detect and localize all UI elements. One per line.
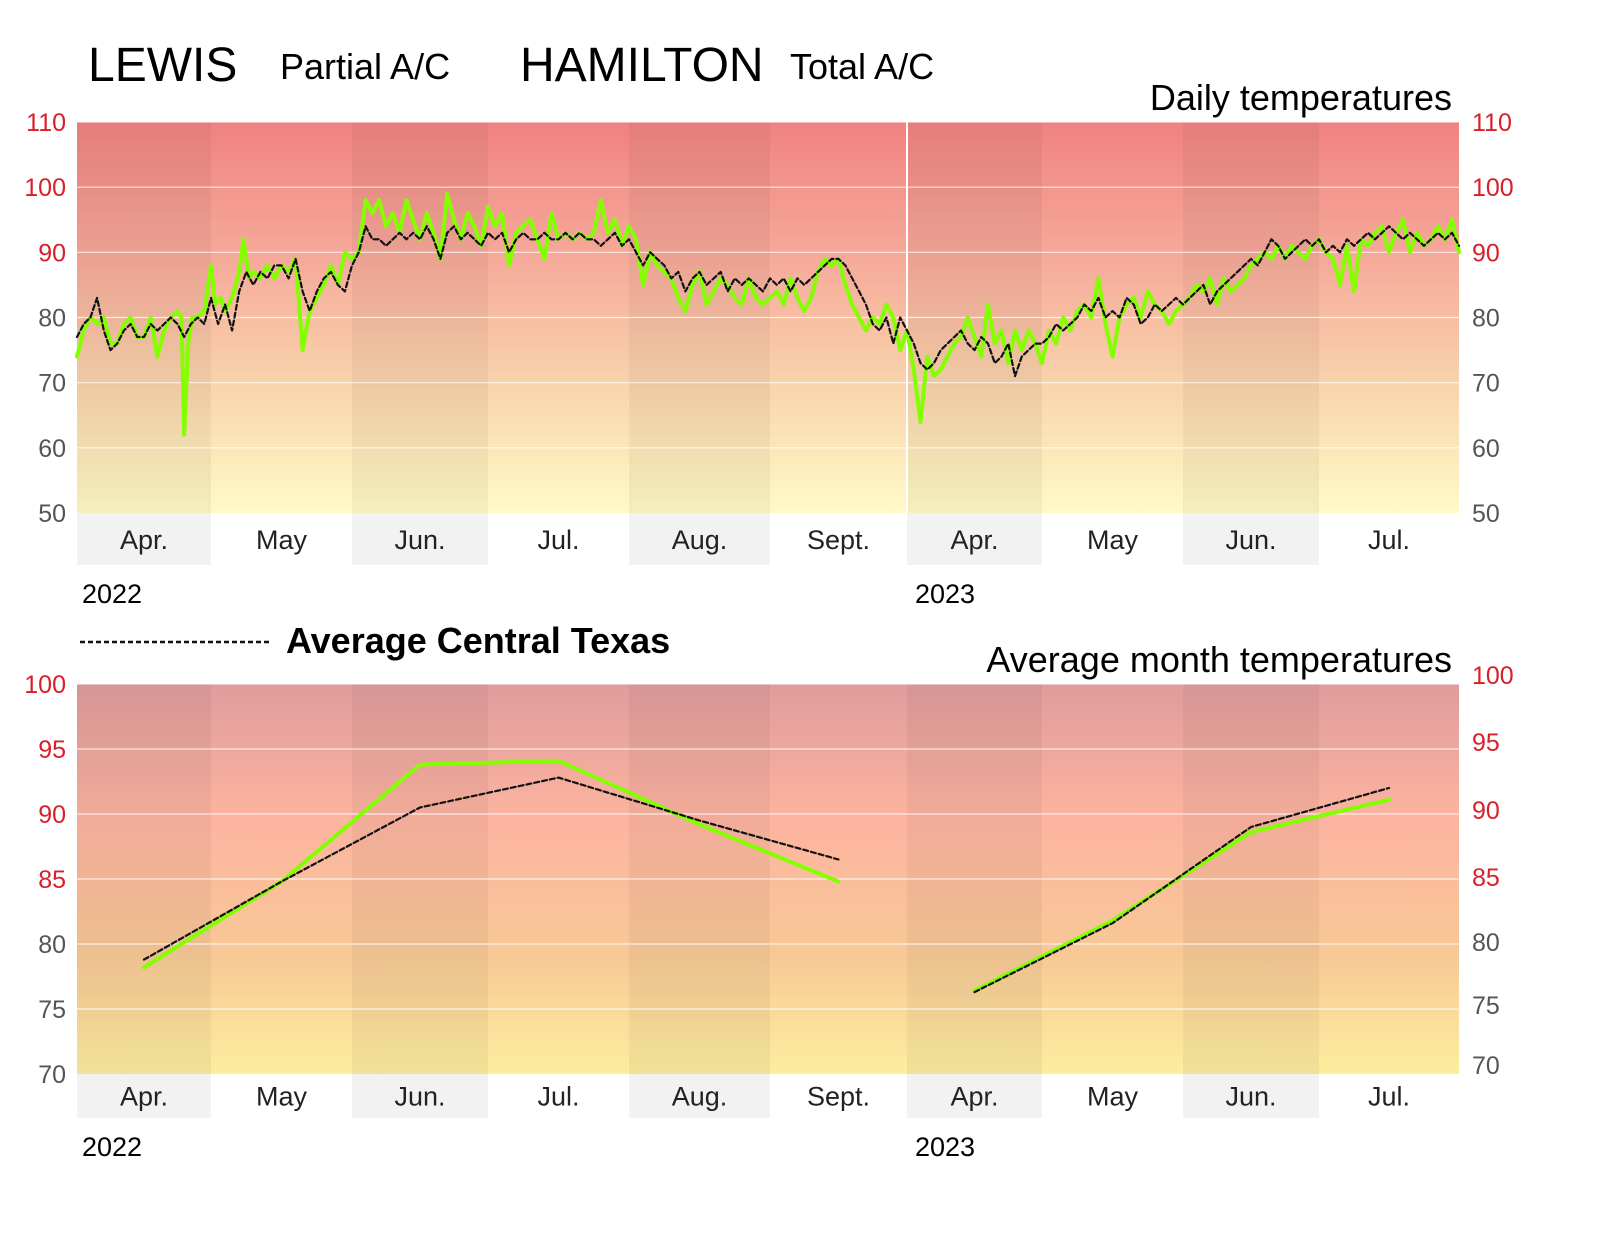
month-label: Jul. xyxy=(537,525,579,555)
month-cell xyxy=(1042,1074,1183,1118)
y-tick-label-right: 110 xyxy=(1472,109,1512,137)
y-tick-label-left: 75 xyxy=(38,996,66,1024)
month-cell xyxy=(77,513,211,565)
y-tick-label-left: 70 xyxy=(38,370,66,398)
month-label: Apr. xyxy=(950,525,998,555)
month-cell xyxy=(907,513,1042,565)
month-label: May xyxy=(256,525,308,555)
average-series-line xyxy=(142,776,840,961)
primary-series-line xyxy=(972,797,1391,993)
month-cell xyxy=(211,1074,352,1118)
y-tick-label-left: 60 xyxy=(38,435,66,463)
legend-avg-line xyxy=(80,640,272,644)
monthly-chart-title: Average month temperatures xyxy=(986,639,1452,680)
month-cell xyxy=(1183,1074,1319,1118)
y-tick-label-left: 90 xyxy=(38,239,66,267)
month-cell xyxy=(1183,513,1319,565)
month-label: Aug. xyxy=(672,1081,728,1111)
legend-avg-label: Average Central Texas xyxy=(286,620,671,661)
month-cell xyxy=(1042,513,1183,565)
month-label: Apr. xyxy=(120,1081,168,1111)
year-label: 2022 xyxy=(82,1132,142,1162)
month-cell xyxy=(629,513,770,565)
year-label: 2022 xyxy=(82,579,142,609)
y-tick-label-left: 85 xyxy=(38,866,66,894)
y-tick-label-left: 100 xyxy=(24,174,66,202)
month-label: Jul. xyxy=(1368,525,1410,555)
month-label: Jun. xyxy=(1225,525,1276,555)
y-tick-label-left: 80 xyxy=(38,931,66,959)
y-tick-label-right: 90 xyxy=(1472,797,1500,825)
month-label: Sept. xyxy=(807,1081,870,1111)
month-label: Apr. xyxy=(120,525,168,555)
y-tick-label-right: 70 xyxy=(1472,1052,1500,1080)
lewis-ac-label: Partial A/C xyxy=(280,46,451,87)
y-tick-label-left: 70 xyxy=(38,1061,66,1089)
average-series-line xyxy=(973,786,1391,994)
y-tick-label-right: 85 xyxy=(1472,864,1500,892)
month-cell xyxy=(629,1074,770,1118)
month-label: Jul. xyxy=(537,1081,579,1111)
hamilton-ac-label: Total A/C xyxy=(790,46,935,87)
month-cell xyxy=(770,1074,907,1118)
year-label: 2023 xyxy=(915,1132,975,1162)
month-cell xyxy=(488,1074,629,1118)
y-tick-label-right: 95 xyxy=(1472,729,1500,757)
month-label: Jun. xyxy=(394,1081,445,1111)
y-tick-label-left: 50 xyxy=(38,500,66,528)
month-label: Jul. xyxy=(1368,1081,1410,1111)
y-tick-label-right: 80 xyxy=(1472,305,1500,333)
daily-temperature-chart: 50 50 60 60 70 70 80 80 90 90 100 100 110 110 Apr. May J… xyxy=(24,109,1514,609)
average-series-line xyxy=(75,225,1461,378)
month-label: Jun. xyxy=(1225,1081,1276,1111)
month-cell xyxy=(211,513,352,565)
month-label: Jun. xyxy=(394,525,445,555)
primary-series-line xyxy=(142,758,841,970)
y-tick-label-right: 75 xyxy=(1472,992,1500,1020)
month-label: Apr. xyxy=(950,1081,998,1111)
y-tick-label-right: 100 xyxy=(1472,662,1514,690)
y-tick-label-right: 70 xyxy=(1472,370,1500,398)
year-label: 2023 xyxy=(915,579,975,609)
month-cell xyxy=(77,1074,211,1118)
y-tick-label-right: 80 xyxy=(1472,929,1500,957)
month-cell xyxy=(907,1074,1042,1118)
month-cell xyxy=(352,1074,488,1118)
month-cell xyxy=(1319,513,1459,565)
daily-chart-title: Daily temperatures xyxy=(1149,77,1452,118)
y-tick-label-right: 60 xyxy=(1472,435,1500,463)
y-tick-label-right: 50 xyxy=(1472,500,1500,528)
month-cell xyxy=(488,513,629,565)
y-tick-label-left: 100 xyxy=(24,671,66,699)
y-tick-label-left: 90 xyxy=(38,801,66,829)
y-tick-label-right: 90 xyxy=(1472,239,1500,267)
month-label: May xyxy=(256,1081,308,1111)
month-label: May xyxy=(1087,1081,1139,1111)
hamilton-label: HAMILTON xyxy=(520,39,764,92)
y-tick-label-left: 95 xyxy=(38,736,66,764)
y-tick-label-left: 80 xyxy=(38,305,66,333)
month-label: May xyxy=(1087,525,1139,555)
month-cell xyxy=(770,513,907,565)
month-cell xyxy=(1319,1074,1459,1118)
y-tick-label-right: 100 xyxy=(1472,174,1514,202)
month-cell xyxy=(352,513,488,565)
month-label: Sept. xyxy=(807,525,870,555)
month-label: Aug. xyxy=(672,525,728,555)
y-tick-label-left: 110 xyxy=(26,109,66,137)
lewis-label: LEWIS xyxy=(88,39,238,92)
